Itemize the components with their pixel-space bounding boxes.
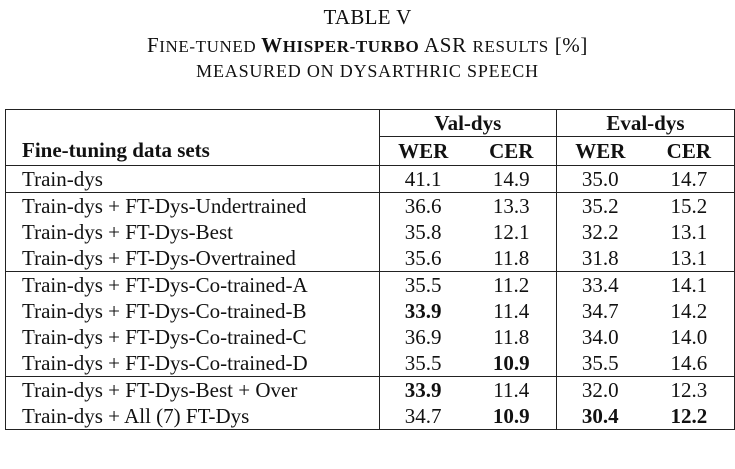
cell-val-wer: 36.6 <box>378 192 467 219</box>
row-label: Train-dys + FT-Dys-Co-trained-D <box>5 350 380 377</box>
cell-eval-cer: 14.7 <box>643 165 735 193</box>
cell-eval-wer: 33.4 <box>555 271 644 298</box>
cell-val-cer: 11.8 <box>493 245 530 270</box>
row-label: Train-dys + FT-Dys-Undertrained <box>5 192 380 219</box>
cell-eval-wer: 30.4 <box>555 403 644 430</box>
cell-eval-cer: 15.2 <box>643 192 735 219</box>
title-results: RESULTS <box>472 37 549 56</box>
cell-val-cer: 14.9 <box>466 165 557 193</box>
cell-val-cer: 11.4 <box>493 298 530 323</box>
table-title: FINE-TUNED WHISPER-TURBO ASR RESULTS [%] <box>0 33 735 58</box>
cell-val-cer: 10.9 <box>466 403 557 430</box>
cell-eval-cer: 14.6 <box>643 350 735 377</box>
cell-eval-cer: 12.3 <box>643 376 735 403</box>
cell-val-cer: 12.1 <box>492 219 530 244</box>
cell-val-wer: 35.8 <box>378 219 467 245</box>
row-label: Train-dys + All (7) FT-Dys <box>5 403 380 430</box>
cell-val-wer: 33.9 <box>378 298 467 324</box>
table-row: Train-dys + FT-Dys-Best + Over 33.9 11.4 32… <box>5 376 735 403</box>
group-header-row: Val-dys Eval-dys <box>5 109 735 137</box>
cell-eval-wer: 32.2 <box>555 219 644 245</box>
cell-val-cer: 11.8 <box>493 324 530 349</box>
cell-val-cer: 13.3 <box>466 192 557 219</box>
cell-eval-wer: 34.0 <box>555 324 644 350</box>
cell-eval-cer: 14.2 <box>643 298 735 324</box>
col-header-val-wer: WER <box>378 136 467 166</box>
row-label: Train-dys + FT-Dys-Co-trained-B <box>5 298 380 324</box>
row-label: Train-dys + FT-Dys-Overtrained <box>5 245 380 272</box>
table-row: Train-dys + FT-Dys-Co-trained-C 36.9 11.8 3… <box>5 324 735 350</box>
cell-eval-cer: 14.0 <box>643 324 735 350</box>
title-model-rest: HISPER-TURBO <box>282 37 420 56</box>
col-header-eval-cer: CER <box>643 136 735 166</box>
table-row: Train-dys + FT-Dys-Undertrained 36.6 13.3 3… <box>5 192 735 219</box>
group-header-val: Val-dys <box>378 109 557 137</box>
table-row: Train-dys + FT-Dys-Best 35.8 12.1 32.2 13.1 <box>5 219 735 245</box>
table-row: Train-dys + FT-Dys-Co-trained-B 33.9 11.4 3… <box>5 298 735 324</box>
table-row: Train-dys + FT-Dys-Overtrained 35.6 11.8 31… <box>5 245 735 272</box>
cell-eval-wer: 35.0 <box>555 165 644 193</box>
cell-val-cer: 10.9 <box>492 350 530 375</box>
cell-val-cer: 11.2 <box>466 271 557 298</box>
table-row: Train-dys 41.1 14.9 35.0 14.7 <box>5 165 735 193</box>
cell-val-wer: 33.9 <box>378 376 467 403</box>
row-label: Train-dys + FT-Dys-Co-trained-C <box>5 324 380 350</box>
table-row: Train-dys + FT-Dys-Co-trained-D 35.5 10.9 3… <box>5 350 735 377</box>
cell-eval-cer: 13.1 <box>643 219 735 245</box>
cell-eval-wer: 31.8 <box>555 245 644 272</box>
row-header-label: Fine-tuning data sets <box>5 136 380 166</box>
cell-eval-wer: 32.0 <box>555 376 644 403</box>
table-subtitle: MEASURED ON DYSARTHRIC SPEECH <box>196 61 539 81</box>
column-header-row: Fine-tuning data sets WER CER WER CER <box>5 136 735 166</box>
row-label: Train-dys <box>5 165 380 193</box>
table-body: Train-dys 41.1 14.9 35.0 14.7 Train-dys + FT-… <box>5 165 735 430</box>
title-asr: ASR <box>419 33 473 57</box>
cell-val-wer: 36.9 <box>378 324 467 350</box>
col-header-val-cer: CER <box>489 138 534 163</box>
title-unit: [%] <box>548 33 588 57</box>
group-header-empty <box>5 109 380 137</box>
row-label: Train-dys + FT-Dys-Best <box>5 219 380 245</box>
cell-val-wer: 35.5 <box>378 271 467 298</box>
table-row: Train-dys + FT-Dys-Co-trained-A 35.5 11.2 3… <box>5 271 735 298</box>
cell-eval-cer: 12.2 <box>643 403 735 430</box>
cell-eval-wer: 34.7 <box>555 298 644 324</box>
results-table: Val-dys Eval-dys Fine-tuning data sets W… <box>5 109 735 430</box>
row-label: Train-dys + FT-Dys-Co-trained-A <box>5 271 380 298</box>
table-number: TABLE V <box>323 5 412 29</box>
cell-val-cer: 11.4 <box>466 376 557 403</box>
title-part1-rest: INE-TUNED <box>159 37 262 56</box>
cell-eval-wer: 35.2 <box>555 192 644 219</box>
title-part1-initial: F <box>146 33 160 57</box>
cell-eval-cer: 13.1 <box>643 245 735 272</box>
cell-eval-wer: 35.5 <box>555 350 644 377</box>
group-header-eval: Eval-dys <box>555 109 735 137</box>
row-label: Train-dys + FT-Dys-Best + Over <box>5 376 380 403</box>
col-header-eval-wer: WER <box>555 136 644 166</box>
table-row: Train-dys + All (7) FT-Dys 34.7 10.9 30.4 12… <box>5 403 735 430</box>
cell-val-wer: 35.6 <box>378 245 467 272</box>
cell-val-wer: 41.1 <box>378 165 467 193</box>
title-model-initial: W <box>261 33 283 57</box>
cell-eval-cer: 14.1 <box>643 271 735 298</box>
cell-val-wer: 34.7 <box>378 403 467 430</box>
cell-val-wer: 35.5 <box>378 350 467 377</box>
